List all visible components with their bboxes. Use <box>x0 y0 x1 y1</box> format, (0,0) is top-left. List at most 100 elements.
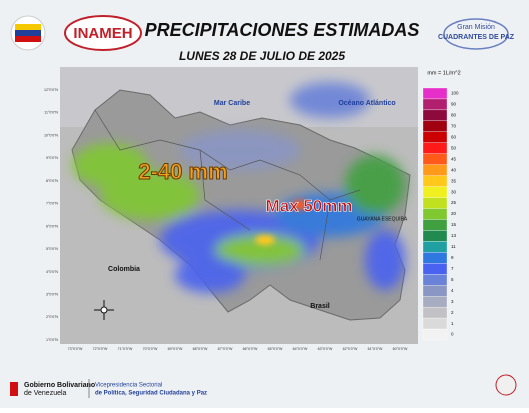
legend-swatch <box>422 274 448 286</box>
legend-unit: mm = 1L/m^2 <box>427 70 460 76</box>
legend-label: 30 <box>451 189 457 194</box>
lat-tick-label: 12°0'0"N <box>44 88 58 92</box>
legend-label: 20 <box>451 211 457 216</box>
lat-tick-label: 11°0'0"N <box>44 111 58 115</box>
legend-label: 15 <box>451 222 457 227</box>
gov-line2: de Venezuela <box>24 390 67 397</box>
lat-tick-label: 9°0'0"N <box>46 156 58 160</box>
flag-red <box>15 36 41 42</box>
vice-line1: Vicepresidencia Sectorial <box>95 383 162 389</box>
lon-tick-label: 67°0'0"W <box>218 347 233 351</box>
guayana-label: GUAYANA ESEQUIBA <box>357 216 408 222</box>
legend-label: 100 <box>451 91 459 96</box>
lon-tick-label: 64°0'0"W <box>293 347 308 351</box>
legend-label: 5 <box>451 277 454 282</box>
brasil-label: Brasil <box>310 303 330 310</box>
borders <box>94 109 361 261</box>
lat-tick-label: 10°0'0"N <box>44 133 58 137</box>
legend-label: 1 <box>451 321 454 326</box>
lon-tick-label: 68°0'0"W <box>193 347 208 351</box>
lat-ticks: 12°0'0"N 11°0'0"N 10°0'0"N 9°0'0"N 8°0'0"N 7°… <box>44 88 58 342</box>
logo-ring <box>64 15 142 51</box>
legend-swatch <box>422 219 448 231</box>
legend-swatch <box>422 87 448 100</box>
lat-tick-label: 6°0'0"N <box>46 224 58 228</box>
legend-swatch <box>422 306 448 319</box>
legend-swatch <box>422 317 448 330</box>
lat-tick-label: 7°0'0"N <box>46 202 58 206</box>
ocean-label: Océano Atlántico <box>338 100 395 107</box>
precip-core <box>255 200 308 245</box>
lon-tick-label: 66°0'0"W <box>243 347 258 351</box>
legend-label: 80 <box>451 113 457 118</box>
lon-tick-label: 69°0'0"W <box>168 347 183 351</box>
legend-swatch <box>422 252 448 264</box>
legend-swatch <box>422 285 448 297</box>
legend-swatch <box>422 208 448 220</box>
map: Mar Caribe Océano Atlántico Colombia Bra… <box>44 67 418 351</box>
partner-logo <box>443 18 509 50</box>
legend: 100 90 80 70 60 50 45 40 35 30 25 20 15 13 11 9 7 5 4 3 2 1 0 <box>422 87 459 341</box>
legend-label: 70 <box>451 124 457 129</box>
legend-swatch <box>422 153 448 165</box>
partner-small: Gran Misión <box>457 24 495 31</box>
legend-label: 11 <box>451 244 456 249</box>
legend-swatch <box>422 131 448 143</box>
legend-label: 7 <box>451 266 454 271</box>
legend-swatch <box>422 328 448 341</box>
legend-label: 35 <box>451 178 457 183</box>
lat-tick-label: 5°0'0"N <box>46 247 58 251</box>
lon-tick-label: 73°0'0"W <box>68 347 83 351</box>
legend-label: 13 <box>451 233 457 238</box>
legend-swatch <box>422 296 448 308</box>
legend-label: 60 <box>451 134 457 139</box>
legend-label: 4 <box>451 288 454 293</box>
legend-swatch <box>422 120 448 132</box>
max-label: Max 50mm <box>266 196 353 215</box>
legend-swatch <box>422 186 448 198</box>
partner-big: CUADRANTES DE PAZ <box>438 34 515 41</box>
lon-tick-label: 65°0'0"W <box>268 347 283 351</box>
flag-yellow <box>15 24 41 30</box>
precip-field <box>72 82 405 293</box>
lon-tick-label: 71°0'0"W <box>118 347 133 351</box>
legend-label: 45 <box>451 156 457 161</box>
lat-tick-label: 8°0'0"N <box>46 179 58 183</box>
legend-swatch <box>422 109 448 122</box>
sea-label: Mar Caribe <box>214 100 250 107</box>
colombia-label: Colombia <box>108 266 140 273</box>
legend-label: 9 <box>451 255 454 260</box>
corner-logo <box>495 374 517 396</box>
footer-mark <box>10 382 18 396</box>
legend-label: 90 <box>451 102 457 107</box>
lon-tick-label: 62°0'0"W <box>343 347 358 351</box>
lon-tick-label: 70°0'0"W <box>143 347 158 351</box>
lon-tick-label: 72°0'0"W <box>93 347 108 351</box>
legend-swatch <box>422 142 448 154</box>
legend-swatch <box>422 164 448 176</box>
lon-tick-label: 60°0'0"W <box>393 347 408 351</box>
date: LUNES 28 DE JULIO DE 2025 <box>179 49 345 63</box>
compass <box>94 300 114 320</box>
lon-tick-label: 63°0'0"W <box>318 347 333 351</box>
lat-tick-label: 4°0'0"N <box>46 270 58 274</box>
range-label: 2-40 mm <box>138 159 227 184</box>
lon-tick-label: 61°0'0"W <box>368 347 383 351</box>
lat-tick-label: 1°0'0"N <box>46 338 58 342</box>
legend-swatch <box>422 175 448 187</box>
logo-text: INAMEH <box>73 25 132 42</box>
legend-label: 25 <box>451 200 457 205</box>
lat-tick-label: 2°0'0"N <box>46 315 58 319</box>
lat-tick-label: 3°0'0"N <box>46 292 58 296</box>
legend-swatch <box>422 241 448 253</box>
legend-swatch <box>422 98 448 111</box>
title: PRECIPITACIONES ESTIMADAS <box>145 20 420 40</box>
legend-swatch <box>422 197 448 209</box>
legend-label: 40 <box>451 167 457 172</box>
flag-blue <box>15 30 41 36</box>
legend-label: 0 <box>451 332 454 337</box>
legend-swatch <box>422 263 448 275</box>
vice-line2: de Política, Seguridad Ciudadana y Paz <box>95 391 207 397</box>
